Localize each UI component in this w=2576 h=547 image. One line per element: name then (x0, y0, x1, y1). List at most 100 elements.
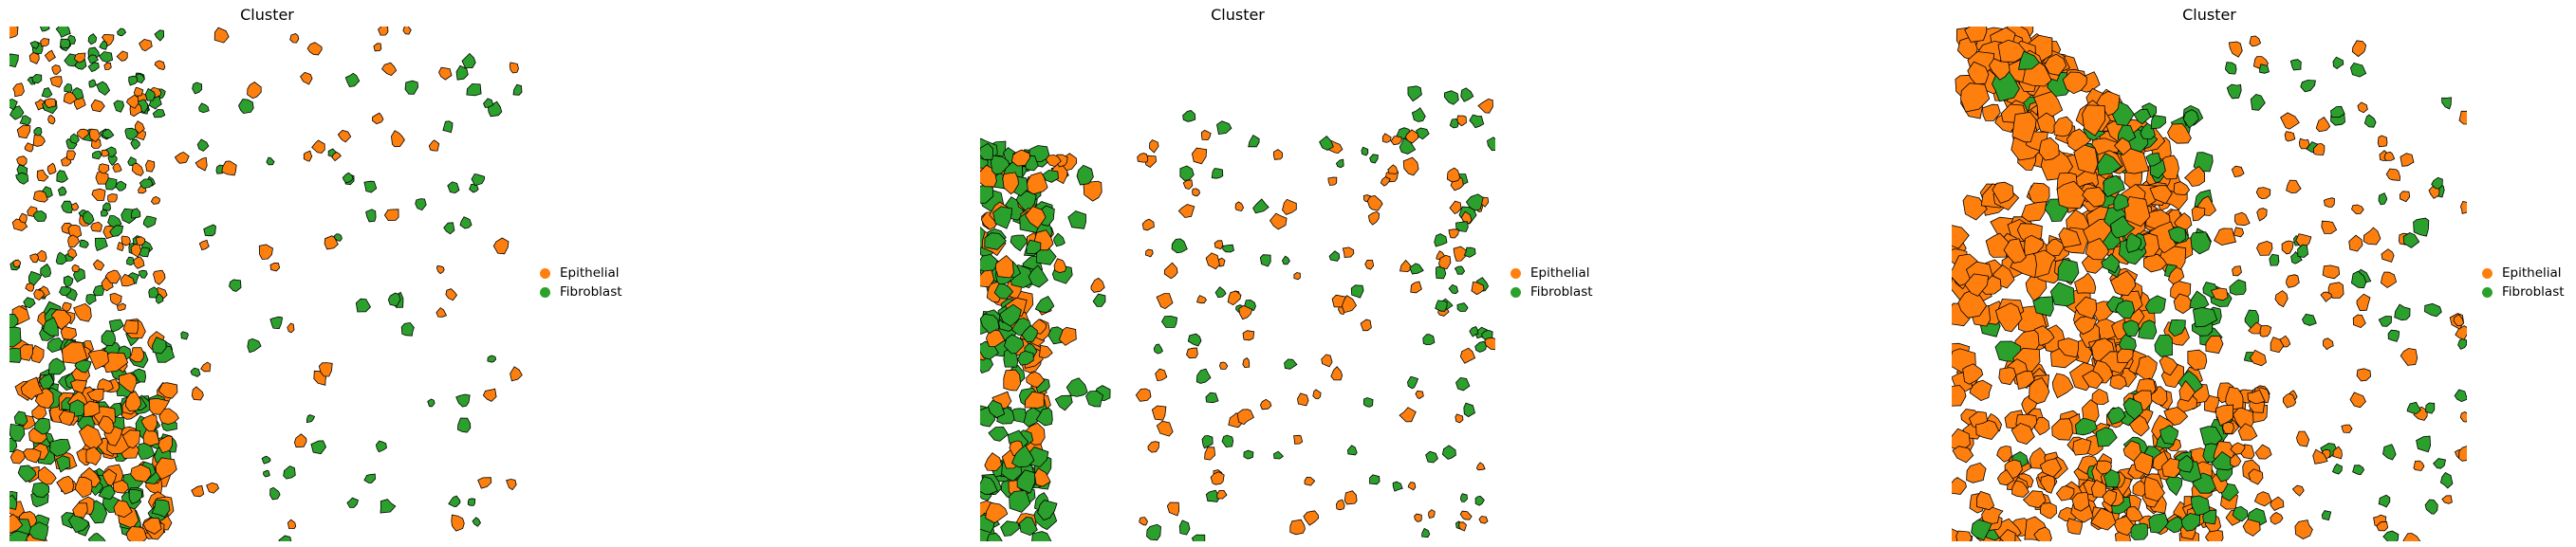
epithelial-cell (1196, 295, 1207, 304)
epithelial-cell (2024, 234, 2045, 257)
fibroblast-cell (1455, 376, 1471, 392)
fibroblast-cell (2363, 114, 2377, 128)
epithelial-cell (428, 139, 440, 152)
epithelial-cell (2286, 274, 2300, 288)
fibroblast-cell (310, 440, 327, 455)
epithelial-cell (191, 484, 205, 498)
epithelial-cell (510, 366, 523, 382)
epithelial-cell (2057, 337, 2080, 358)
fibroblast-cell (2289, 59, 2302, 71)
epithelial-marker (540, 267, 550, 279)
epithelial-cell (1151, 405, 1167, 421)
fibroblast-cell (2190, 495, 2211, 517)
fibroblast-cell (1182, 110, 1196, 122)
epithelial-cell (1962, 194, 1988, 221)
legend: Epithelial Fibroblast (2482, 264, 2565, 301)
fibroblast-cell (126, 256, 135, 266)
fibroblast-cell (1026, 239, 1042, 255)
epithelial-cell (1455, 413, 1464, 424)
fibroblast-cell (1469, 114, 1485, 129)
epithelial-cell (2085, 237, 2109, 261)
epithelial-cell (98, 163, 110, 174)
fibroblast-marker (540, 286, 550, 298)
epithelial-cell (1342, 246, 1355, 258)
legend-label: Epithelial (560, 265, 620, 281)
fibroblast-cell (2378, 192, 2388, 206)
epithelial-cell (2039, 458, 2063, 478)
fibroblast-cell (1037, 500, 1058, 521)
epithelial-cell (1214, 240, 1224, 250)
fibroblast-cell (2125, 232, 2141, 253)
fibroblast-cell (987, 399, 1006, 419)
fibroblast-cell (1031, 531, 1052, 541)
legend-item-epithelial: Epithelial (540, 264, 622, 283)
epithelial-marker (1510, 267, 1521, 279)
epithelial-cell (29, 253, 40, 264)
epithelial-cell (32, 190, 48, 203)
epithelial-cell (2051, 418, 2073, 441)
fibroblast-cell (85, 294, 97, 305)
fibroblast-cell (1416, 127, 1430, 140)
epithelial-cell (984, 452, 1003, 471)
fibroblast-cell (2350, 270, 2367, 289)
epithelial-cell (293, 433, 307, 448)
fibroblast-cell (31, 482, 50, 499)
fibroblast-cell (2115, 300, 2136, 319)
fibroblast-cell (346, 497, 359, 508)
fibroblast-cell (87, 62, 100, 72)
epithelial-cell (1156, 293, 1174, 310)
fibroblast-cell (2402, 232, 2420, 248)
epithelial-cell (2214, 228, 2237, 246)
epithelial-cell (509, 62, 519, 74)
epithelial-cell (2120, 147, 2150, 174)
legend-label: Fibroblast (1530, 284, 1593, 300)
epithelial-cell (142, 428, 160, 447)
fibroblast-cell (130, 138, 140, 150)
epithelial-cell (1045, 154, 1062, 168)
fibroblast-cell (203, 224, 216, 237)
epithelial-cell (2402, 533, 2421, 541)
epithelial-cell (1330, 366, 1344, 381)
fibroblast-cell (98, 51, 114, 63)
epithelial-cell (1446, 167, 1461, 183)
epithelial-cell (142, 517, 162, 535)
fibroblast-cell (96, 81, 111, 96)
epithelial-cell (1981, 506, 2004, 525)
epithelial-cell (2232, 265, 2242, 277)
epithelial-cell (1026, 372, 1046, 388)
epithelial-cell (1304, 476, 1316, 486)
epithelial-cell (83, 400, 101, 418)
epithelial-cell (1293, 434, 1304, 445)
epithelial-cell (124, 391, 141, 412)
fibroblast-cell (1179, 165, 1195, 181)
epithelial-cell (133, 256, 145, 269)
fibroblast-cell (1214, 286, 1227, 299)
fibroblast-cell (1407, 375, 1419, 390)
fibroblast-cell (1369, 154, 1379, 164)
epithelial-cell (2270, 512, 2284, 525)
fibroblast-cell (2232, 505, 2249, 522)
fibroblast-cell (99, 40, 108, 50)
fibroblast-cell (1034, 295, 1055, 313)
fibroblast-cell (1335, 158, 1344, 169)
epithelial-cell (2233, 227, 2245, 238)
fibroblast-cell (1425, 450, 1438, 464)
fibroblast-cell (344, 72, 361, 88)
epithelial-cell (1381, 133, 1392, 143)
epithelial-cell (1289, 519, 1306, 536)
fibroblast-cell (483, 98, 494, 108)
epithelial-cell (2254, 444, 2272, 460)
fibroblast-cell (2148, 513, 2169, 534)
epithelial-cell (2074, 272, 2097, 294)
epithelial-cell (116, 302, 126, 311)
fibroblast-cell (2049, 282, 2075, 307)
epithelial-cell (1952, 385, 1967, 407)
epithelial-cell (2033, 526, 2052, 541)
epithelial-cell (2413, 460, 2425, 471)
epithelial-cell (1458, 521, 1467, 532)
epithelial-cell (12, 82, 25, 98)
fibroblast-cell (2457, 337, 2467, 350)
epithelial-cell (2011, 480, 2029, 498)
epithelial-cell (1399, 259, 1414, 273)
epithelial-cell (47, 114, 56, 125)
